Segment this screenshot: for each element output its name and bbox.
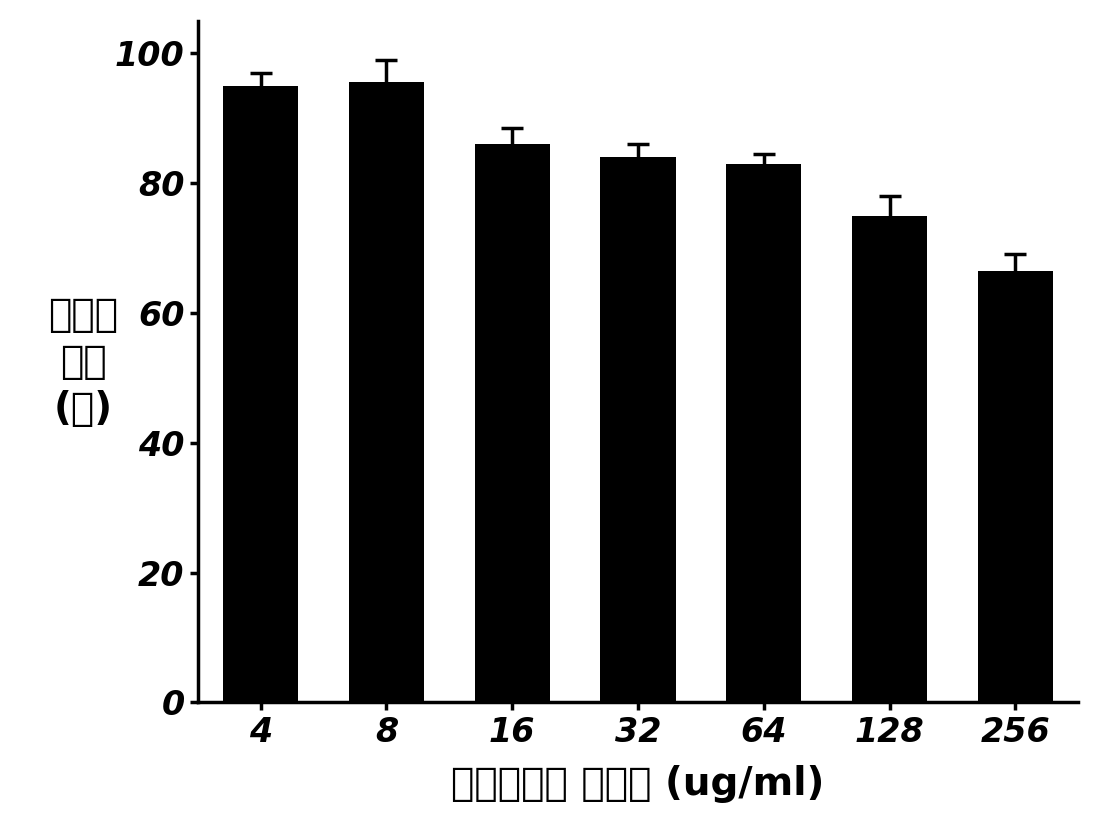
Text: 细胞存
活率
(％): 细胞存 活率 (％) <box>48 296 119 428</box>
Bar <box>852 216 928 702</box>
Bar <box>726 164 801 702</box>
Bar <box>223 86 299 702</box>
Bar <box>977 271 1053 702</box>
X-axis label: 丝胶蛋白载 体浓度 (ug/ml): 丝胶蛋白载 体浓度 (ug/ml) <box>452 765 824 803</box>
Bar <box>600 157 676 702</box>
Bar <box>348 82 424 702</box>
Bar <box>475 144 550 702</box>
